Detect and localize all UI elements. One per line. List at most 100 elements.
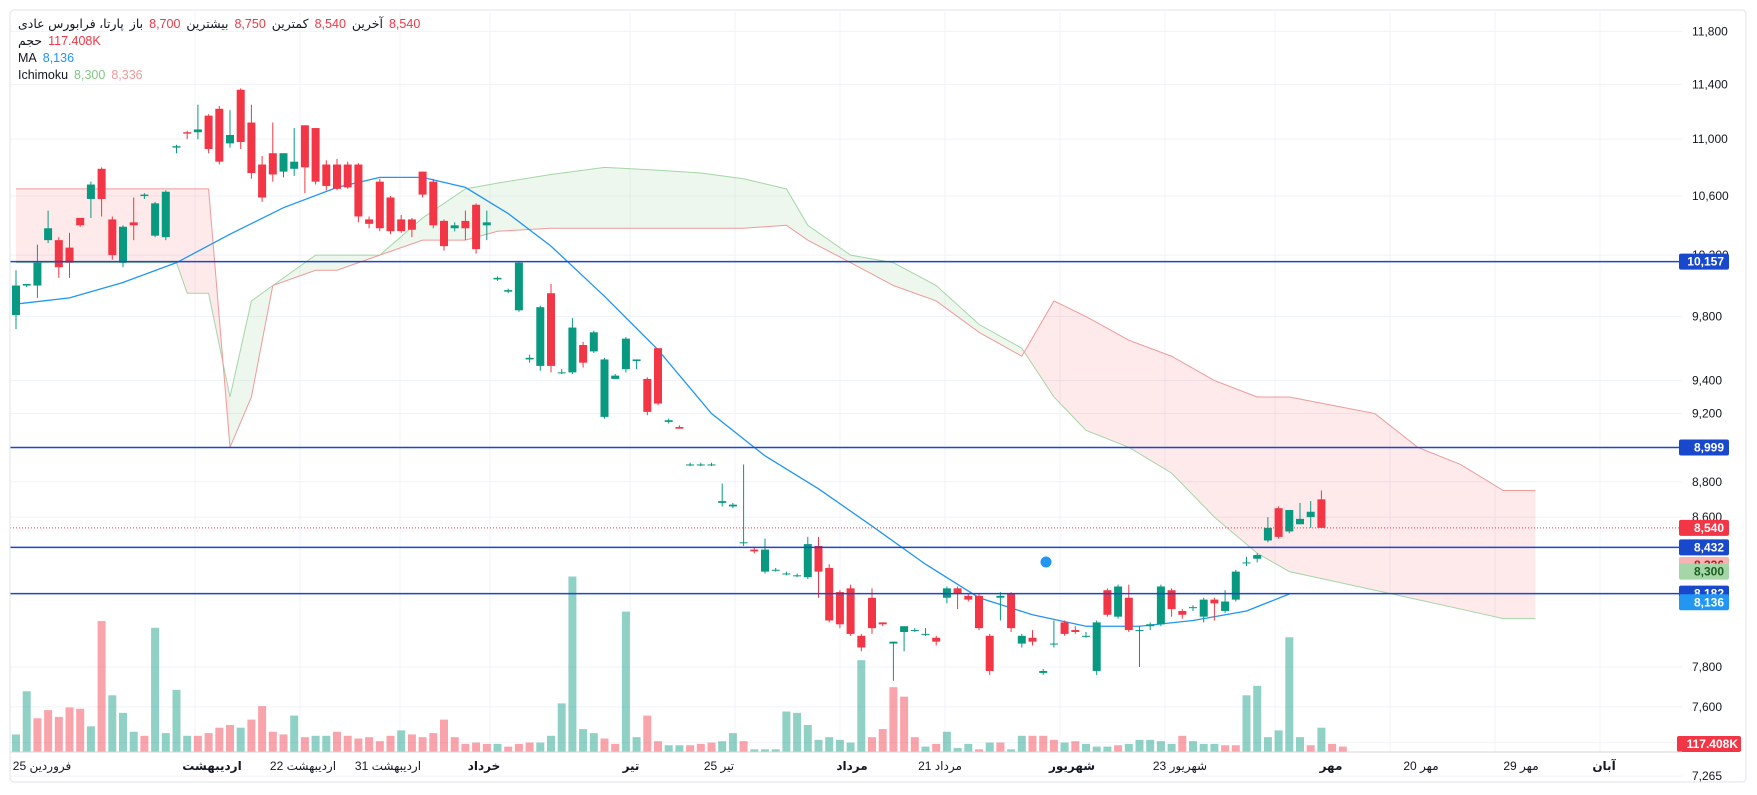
candle-body	[1071, 630, 1080, 632]
volume-bar	[621, 611, 630, 752]
candle-body	[589, 332, 598, 352]
price-label-text: 10,157	[1687, 255, 1724, 269]
volume-bar	[1296, 737, 1304, 752]
candle-body	[418, 171, 427, 195]
volume-bar	[472, 742, 481, 752]
volume-bar	[814, 739, 823, 752]
volume-bar	[942, 731, 951, 752]
candle-body	[835, 592, 844, 625]
volume-bar	[65, 707, 74, 752]
candle-body	[1285, 509, 1294, 532]
volume-bar	[514, 743, 523, 752]
candle-body	[547, 293, 555, 366]
cloud-segment	[743, 178, 787, 229]
candle-body	[536, 307, 545, 366]
candle-body	[119, 226, 127, 263]
volume-bar	[579, 729, 588, 752]
volume-bar	[739, 741, 748, 752]
candle-body	[643, 378, 652, 412]
cloud-segment	[1021, 300, 1054, 397]
volume-bar	[664, 745, 673, 752]
volume-bar	[654, 741, 662, 752]
volume-bar	[183, 735, 192, 752]
candle-body	[514, 262, 523, 311]
horizontal-level-lines[interactable]	[10, 260, 1682, 595]
candle-body	[450, 225, 459, 229]
volume-bar	[172, 689, 181, 752]
candle-body	[1274, 508, 1283, 537]
volume-bar	[322, 735, 331, 752]
legend-ichimoku-value-1: 8,300	[74, 68, 106, 82]
volume-bar	[1231, 745, 1240, 752]
candle-body	[54, 240, 63, 268]
candle-body	[65, 247, 74, 263]
volume-bar	[1114, 745, 1123, 752]
candle-body	[921, 633, 930, 635]
volume-bar	[525, 742, 534, 752]
time-tick-label: 23 شهریور	[1153, 759, 1207, 774]
time-axis[interactable]: 25 فروردین اردیبهشت 22 اردیبهشت 31 اردیبهشت…	[13, 758, 1617, 774]
volume-bar	[568, 576, 577, 752]
volume-bar	[1167, 743, 1176, 752]
time-tick-label: 29 مهر	[1503, 759, 1538, 774]
grid-lines	[9, 12, 1682, 777]
candle-body	[803, 544, 812, 578]
legend-ichimoku-label: Ichimoku	[18, 68, 69, 82]
volume-bar	[397, 730, 406, 752]
volume-bar	[996, 742, 1005, 752]
volume-bar	[536, 742, 545, 752]
volume-bar	[268, 731, 277, 752]
candle-body	[322, 164, 331, 186]
candle-body	[1017, 635, 1026, 644]
cloud-segment	[465, 183, 498, 241]
legend-low-label: کمترین	[271, 17, 309, 31]
volume-bar	[204, 733, 213, 752]
candle-body	[1103, 590, 1112, 615]
price-label-tag	[1679, 563, 1729, 580]
volume-bar	[782, 711, 791, 752]
volume-bar	[1210, 743, 1219, 752]
volume-bar	[1007, 749, 1016, 752]
volume-bar	[793, 712, 802, 752]
volume-bar	[429, 733, 438, 752]
cloud-segment	[1257, 396, 1290, 572]
cloud-segment	[1374, 413, 1418, 600]
legend-open-value: 8,700	[149, 17, 181, 31]
candle-body	[440, 220, 448, 247]
volume-bar	[1082, 743, 1090, 752]
volume-bar	[311, 735, 320, 752]
cloud-segment	[1289, 396, 1333, 581]
event-marker-icon[interactable]	[1040, 556, 1052, 568]
legend-volume-label: حجم	[18, 34, 43, 48]
volume-bar	[932, 743, 941, 752]
time-tick-label: آبان	[1592, 758, 1616, 773]
legend-high-label: بیشترین	[186, 17, 229, 31]
time-tick-label: 22 اردیبهشت	[270, 759, 336, 774]
price-tick-label: 10,600	[1692, 189, 1729, 203]
volume-bar	[1306, 745, 1315, 752]
time-tick-label: مرداد	[836, 759, 867, 773]
volume-bar	[1017, 735, 1026, 752]
volume-bar	[418, 737, 427, 752]
legend-ichimoku-value-2: 8,336	[111, 68, 143, 82]
volume-bar	[461, 743, 470, 752]
candle-body	[557, 372, 566, 374]
candle-body	[172, 146, 181, 148]
volume-bar	[504, 746, 513, 752]
volume-bar	[557, 703, 566, 752]
volume-bar	[643, 715, 652, 752]
price-label-text: 8,136	[1694, 595, 1724, 609]
candle-body	[1317, 499, 1326, 528]
time-tick-label: خرداد	[468, 759, 501, 773]
candle-body	[696, 464, 705, 466]
candle-body	[1007, 593, 1016, 629]
candle-body	[268, 153, 277, 175]
candle-body	[236, 89, 245, 142]
candle-body	[728, 504, 737, 507]
price-tick-label: 11,400	[1692, 77, 1728, 91]
time-tick-label: اردیبهشت	[182, 759, 241, 773]
cloud-segment	[1053, 300, 1086, 431]
candle-body	[718, 501, 727, 503]
time-tick-label: شهریور	[1048, 759, 1095, 774]
